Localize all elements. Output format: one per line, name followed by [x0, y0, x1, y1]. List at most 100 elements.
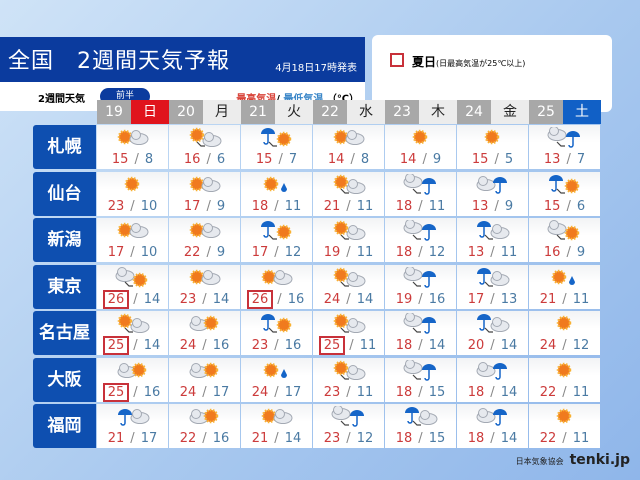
low-temp: 5	[504, 152, 514, 167]
forecast-cell: 13/9	[457, 171, 528, 216]
legend-note: (日最高気温が25℃以上)	[436, 59, 526, 68]
temp-units: 最高気温/ 最低気温 （℃）	[236, 90, 359, 105]
high-temp: 24	[539, 338, 557, 353]
cloud-icon	[273, 269, 293, 285]
forecast-cell: 23/10	[97, 171, 168, 216]
sun-icon	[189, 127, 205, 143]
high-temp: 24	[323, 291, 341, 307]
low-temp: 11	[572, 291, 590, 307]
high-temp: 16	[183, 152, 201, 167]
umbrella-icon	[261, 314, 275, 331]
high-temp: 25	[102, 336, 130, 355]
high-temp: 21	[323, 198, 341, 214]
sun-icon	[117, 313, 133, 329]
umbrella-icon	[422, 317, 436, 334]
weather-icon-sun-cloud	[261, 408, 293, 424]
weather-icon-cloud-then-rain	[547, 127, 580, 148]
high-temp: 19	[323, 245, 341, 260]
weekday: 火	[275, 100, 313, 124]
forecast-cell: 21/11	[313, 171, 384, 216]
low-temp: 10	[140, 198, 158, 214]
cloud-icon	[345, 130, 365, 145]
cloud-icon	[331, 406, 351, 420]
high-temp: 17	[251, 245, 269, 260]
low-temp: 9	[216, 245, 226, 260]
credit: 日本気象協会 tenki.jp	[516, 452, 630, 468]
rain-drop-icon	[281, 368, 287, 378]
low-temp: 9	[216, 198, 226, 214]
high-temp: 24	[179, 338, 197, 353]
weekday: 土	[563, 100, 601, 124]
weather-icon-rain-then-sun	[261, 314, 292, 333]
forecast-cell: 18/12	[385, 218, 456, 262]
umbrella-icon	[493, 362, 507, 380]
low-temp: 6	[216, 152, 226, 167]
cloud-icon	[129, 130, 149, 145]
sun-icon	[333, 313, 349, 329]
low-temp: 13	[500, 291, 518, 307]
weekday: 木	[419, 100, 457, 124]
low-temp: 11	[572, 431, 590, 446]
low-temp: 16	[428, 291, 446, 307]
high-temp: 23	[251, 338, 269, 353]
high-temp: 22	[183, 245, 201, 260]
low-temp: 7	[576, 152, 586, 167]
weather-icon-sun-cloud	[117, 222, 149, 238]
high-temp: 13	[471, 198, 489, 214]
day-header: 19 日	[97, 100, 169, 124]
sun-icon	[203, 315, 219, 331]
subtitle: 2週間天気	[38, 94, 85, 105]
cloud-icon	[418, 410, 438, 425]
cloud-icon	[346, 318, 366, 333]
forecast-cell: 14/8	[313, 125, 384, 169]
umbrella-icon	[422, 363, 436, 381]
weather-icon-cloud-sun	[189, 362, 219, 378]
umbrella-icon	[493, 176, 507, 194]
cloud-icon	[189, 316, 209, 331]
forecast-cell: 25/14	[97, 311, 168, 355]
weather-icon-cloud-sun	[117, 362, 147, 378]
forecast-cell: 18/15	[385, 357, 456, 402]
sun-icon	[132, 272, 148, 287]
forecast-cell: 15/8	[97, 125, 168, 169]
cloud-icon	[490, 270, 510, 286]
low-temp: 12	[284, 245, 302, 260]
forecast-cell: 23/14	[169, 264, 240, 309]
low-temp: 14	[143, 291, 161, 307]
forecast-cell: 22/11	[529, 357, 600, 402]
high-temp: 18	[467, 431, 485, 446]
cloud-icon	[346, 178, 366, 194]
high-temp: 18	[251, 198, 269, 214]
sun-icon	[263, 176, 279, 191]
weather-icon-sun-then-cloud	[333, 360, 366, 380]
cloud-icon	[346, 364, 366, 380]
cloud-icon	[346, 225, 366, 240]
weather-icon-sun-then-cloud	[117, 313, 150, 333]
low-temp: 10	[140, 245, 158, 260]
forecast-cell: 26/16	[241, 264, 312, 309]
weather-icon-cloud-rain	[476, 408, 507, 426]
day-number: 24	[457, 100, 491, 124]
title-bar: 全国 2週間天気予報 4月18日17時発表	[0, 37, 365, 82]
forecast-cell: 22/11	[529, 404, 600, 448]
weather-icon-sun-cloud	[333, 129, 365, 145]
weather-icon-cloud-then-rain	[403, 313, 436, 334]
umbrella-icon	[549, 174, 563, 192]
sun-icon	[189, 222, 205, 238]
weekday: 金	[491, 100, 529, 124]
sun-icon	[131, 362, 147, 377]
low-temp: 9	[504, 198, 514, 214]
summer-day-box-icon	[390, 53, 404, 67]
cloud-icon	[189, 362, 209, 378]
sun-icon	[261, 269, 277, 284]
low-temp: 15	[428, 431, 446, 446]
low-temp: 17	[284, 384, 302, 400]
unit: （℃）	[327, 94, 359, 105]
rain-drop-icon	[569, 275, 575, 285]
high-temp: 23	[107, 198, 125, 214]
city-label: 名古屋	[33, 311, 96, 355]
high-temp: 15	[111, 152, 129, 167]
cloud-icon	[346, 271, 366, 287]
cloud-icon	[490, 224, 510, 239]
high-temp: 16	[543, 245, 561, 260]
